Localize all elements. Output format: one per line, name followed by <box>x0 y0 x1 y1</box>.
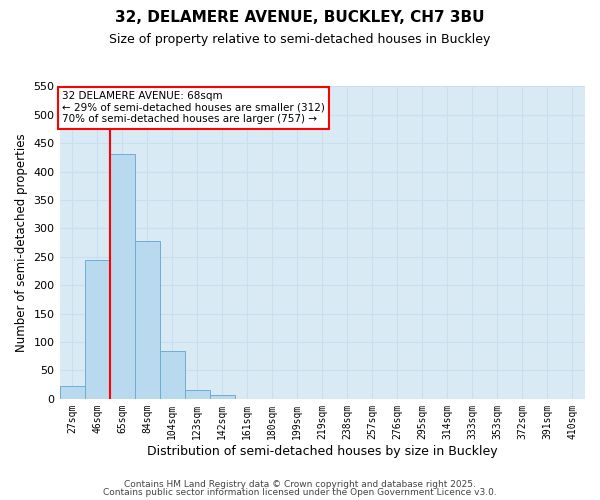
Bar <box>85 260 110 399</box>
Bar <box>185 390 209 399</box>
Bar <box>59 386 85 399</box>
Y-axis label: Number of semi-detached properties: Number of semi-detached properties <box>15 134 28 352</box>
X-axis label: Distribution of semi-detached houses by size in Buckley: Distribution of semi-detached houses by … <box>147 444 497 458</box>
Bar <box>160 351 185 399</box>
Text: Contains public sector information licensed under the Open Government Licence v3: Contains public sector information licen… <box>103 488 497 497</box>
Bar <box>110 154 134 399</box>
Text: Contains HM Land Registry data © Crown copyright and database right 2025.: Contains HM Land Registry data © Crown c… <box>124 480 476 489</box>
Text: 32, DELAMERE AVENUE, BUCKLEY, CH7 3BU: 32, DELAMERE AVENUE, BUCKLEY, CH7 3BU <box>115 10 485 25</box>
Text: Size of property relative to semi-detached houses in Buckley: Size of property relative to semi-detach… <box>109 32 491 46</box>
Bar <box>134 241 160 399</box>
Text: 32 DELAMERE AVENUE: 68sqm
← 29% of semi-detached houses are smaller (312)
70% of: 32 DELAMERE AVENUE: 68sqm ← 29% of semi-… <box>62 91 325 124</box>
Bar <box>209 395 235 399</box>
